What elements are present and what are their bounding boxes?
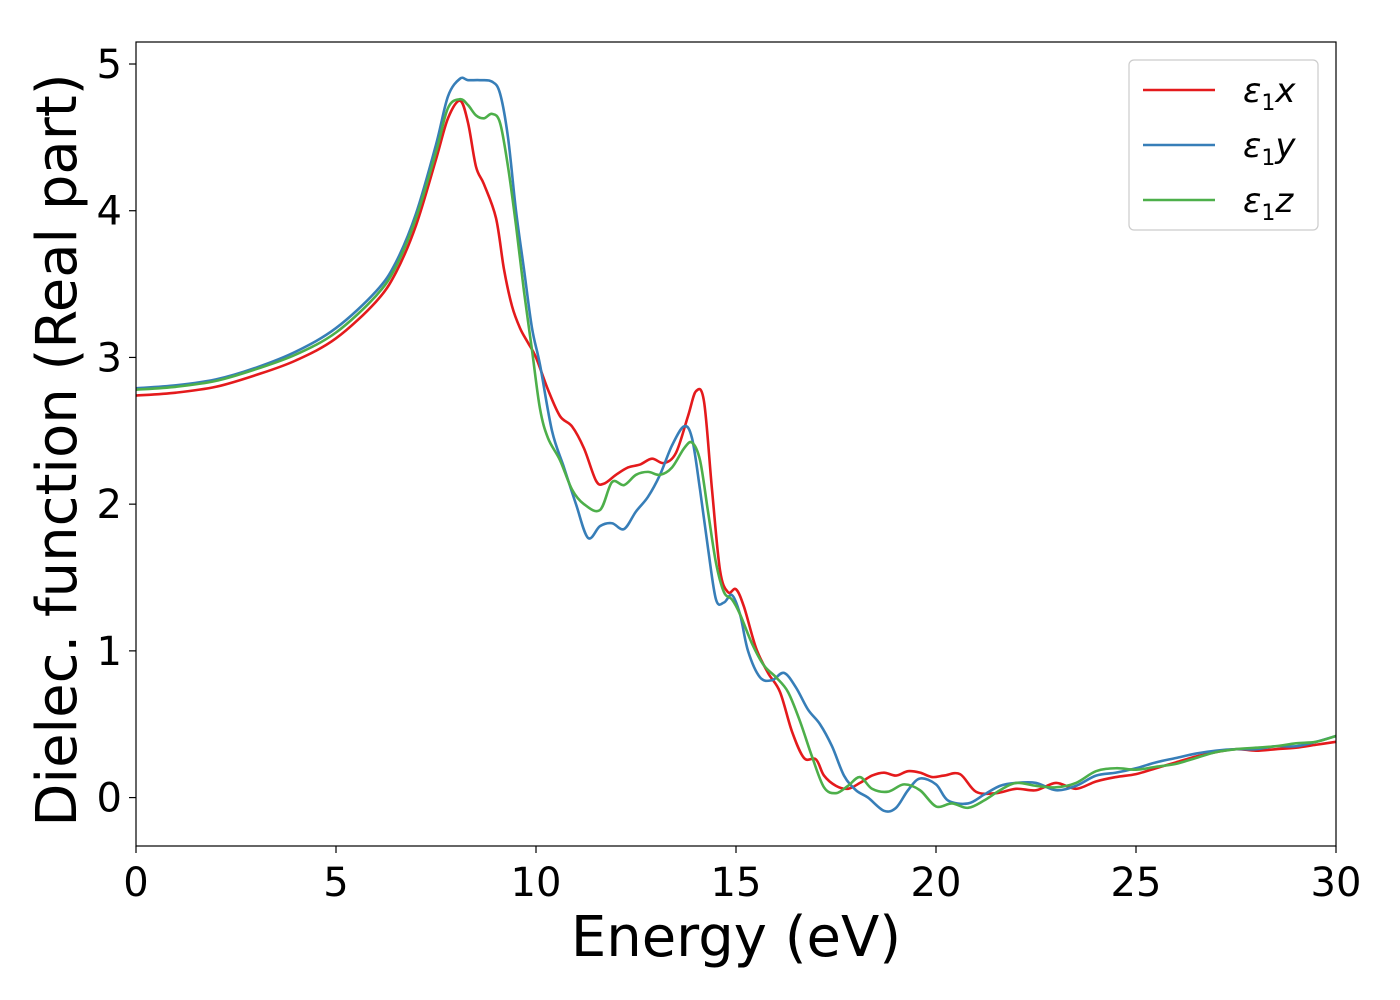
series-line-z: [136, 97, 1336, 810]
y-tick-label: 5: [97, 42, 122, 88]
x-tick-label: 30: [1311, 860, 1362, 906]
y-tick-label: 2: [97, 482, 122, 528]
x-tick-label: 25: [1111, 860, 1162, 906]
legend: ε1x ε1y ε1z: [1128, 59, 1319, 231]
x-tick-label: 0: [123, 860, 148, 906]
legend-label: ε1z: [1243, 181, 1294, 226]
x-tick-label: 10: [511, 860, 562, 906]
series-line-y: [136, 76, 1336, 813]
x-axis-ticks: 0 5 10 15 20 25 30: [123, 846, 1361, 906]
legend-label: ε1y: [1243, 126, 1296, 171]
legend-box: [1128, 59, 1319, 231]
x-tick-label: 20: [911, 860, 962, 906]
x-tick-label: 5: [323, 860, 348, 906]
plot-series-group: [136, 76, 1336, 813]
y-tick-label: 4: [97, 189, 122, 235]
y-axis-label: Dielec. function (Real part): [25, 73, 90, 826]
y-axis-ticks: 0 1 2 3 4 5: [97, 42, 136, 822]
legend-label: ε1x: [1243, 71, 1296, 116]
x-tick-label: 15: [711, 860, 762, 906]
y-tick-label: 3: [97, 335, 122, 381]
y-tick-label: 1: [97, 629, 122, 675]
x-axis-label: Energy (eV): [571, 905, 901, 970]
y-tick-label: 0: [97, 776, 122, 822]
series-line-x: [136, 99, 1336, 796]
